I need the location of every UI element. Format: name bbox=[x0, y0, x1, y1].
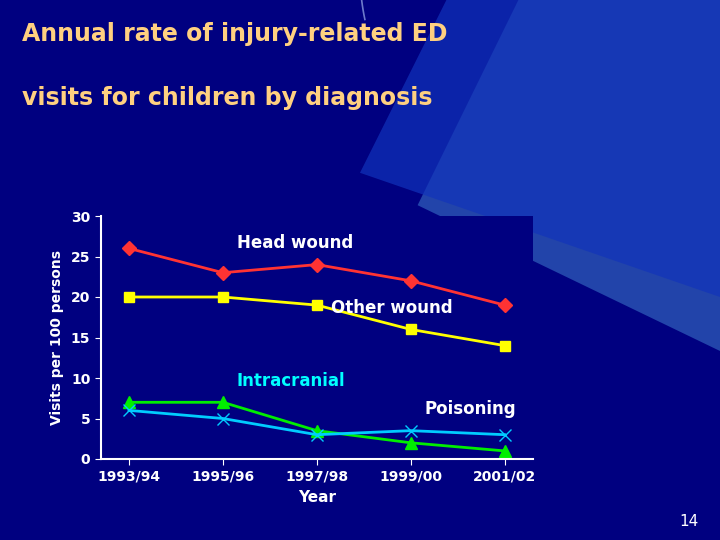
Text: 14: 14 bbox=[679, 514, 698, 529]
X-axis label: Year: Year bbox=[298, 490, 336, 505]
Text: visits for children by diagnosis: visits for children by diagnosis bbox=[22, 86, 432, 110]
Polygon shape bbox=[360, 0, 720, 297]
Text: Head wound: Head wound bbox=[237, 234, 354, 253]
Text: Other wound: Other wound bbox=[331, 299, 452, 317]
Text: Annual rate of injury-related ED: Annual rate of injury-related ED bbox=[22, 22, 447, 45]
Polygon shape bbox=[418, 0, 720, 351]
Text: Poisoning: Poisoning bbox=[425, 401, 516, 418]
Text: Intracranial: Intracranial bbox=[237, 372, 346, 390]
Y-axis label: Visits per 100 persons: Visits per 100 persons bbox=[50, 250, 64, 425]
